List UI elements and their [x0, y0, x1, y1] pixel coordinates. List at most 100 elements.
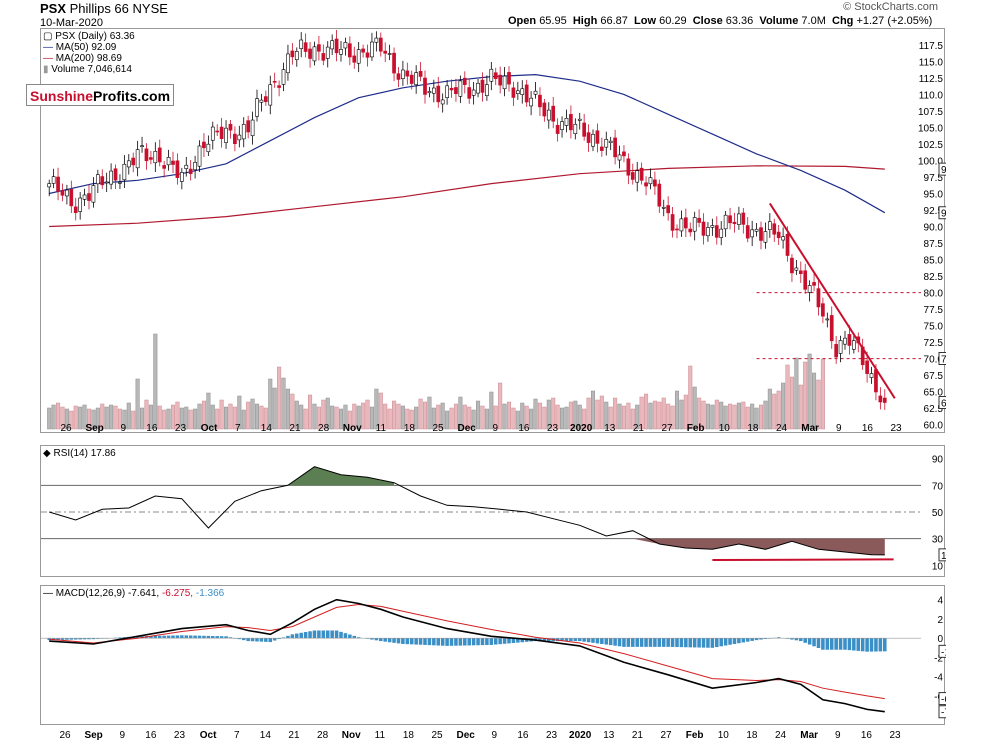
- macd-histogram-bar: [228, 637, 233, 639]
- volume-bar: [529, 408, 534, 430]
- open-label: Open: [508, 15, 537, 27]
- volume-bar: [772, 393, 777, 430]
- bottom-x-tick: 7: [234, 730, 240, 741]
- candle-body: [325, 46, 330, 59]
- price-axis-tick: 117.5: [919, 41, 944, 52]
- legend-volume-swatch: ▮: [43, 64, 52, 75]
- bottom-x-tick: Dec: [457, 730, 476, 741]
- candle-body: [471, 89, 476, 96]
- volume-bar: [758, 404, 764, 430]
- rsi-axis-tick: 30: [932, 535, 944, 546]
- macd-histogram-bar: [489, 638, 494, 645]
- candle-body: [184, 164, 189, 169]
- volume-bar: [493, 405, 498, 430]
- volume-bar: [816, 379, 821, 430]
- price-x-tick: 23: [547, 423, 559, 434]
- close-label: Close: [692, 15, 723, 27]
- macd-histogram-bar: [613, 638, 617, 646]
- volume-bar: [347, 410, 352, 430]
- macd-histogram-bar: [82, 638, 87, 640]
- candle-body: [577, 118, 582, 121]
- macd-histogram-bar: [463, 638, 467, 646]
- candle-body: [714, 225, 719, 238]
- bottom-x-tick: Nov: [342, 730, 361, 741]
- candle-body: [843, 337, 847, 345]
- volume-bar: [117, 408, 122, 430]
- macd-histogram-bar: [582, 638, 586, 642]
- volume-bar: [652, 400, 657, 430]
- candle-body: [785, 233, 790, 256]
- candle-body: [370, 41, 374, 58]
- candle-body: [149, 157, 153, 160]
- bottom-x-tick: Sep: [84, 730, 102, 741]
- candle-body: [374, 37, 379, 43]
- candle-body: [233, 133, 237, 145]
- volume-bar: [237, 395, 242, 430]
- volume-bar: [785, 364, 790, 430]
- price-axis-tick: 95.0: [924, 190, 944, 201]
- macd-histogram-bar: [409, 638, 414, 645]
- candle-body: [109, 170, 113, 185]
- candle-body: [599, 146, 604, 151]
- candle-body: [113, 168, 118, 181]
- volume-bar: [449, 407, 454, 430]
- macd-histogram-bar: [706, 638, 710, 648]
- macd-histogram-bar: [860, 638, 865, 652]
- volume-bar: [64, 408, 69, 430]
- price-x-tick: Dec: [458, 423, 477, 434]
- macd-histogram-bar: [387, 638, 392, 643]
- candle-body: [312, 46, 317, 62]
- macd-histogram-bar: [405, 638, 410, 645]
- candle-body: [692, 217, 697, 232]
- macd-axis-tick: -2: [934, 653, 943, 664]
- volume-bar: [56, 402, 61, 430]
- candle-body: [286, 53, 290, 74]
- candle-body: [745, 225, 750, 239]
- price-legend: ▢ PSX (Daily) 63.36 — MA(50) 92.09 — MA(…: [43, 31, 135, 75]
- macd-legend-signal: -6.275,: [161, 588, 194, 599]
- candle-body: [555, 124, 560, 134]
- volume-bar: [356, 405, 361, 430]
- candle-body: [396, 73, 401, 80]
- candle-body: [104, 181, 109, 184]
- rsi-legend: ◆ RSI(14) 17.86: [43, 448, 116, 459]
- candle-body: [171, 160, 175, 165]
- chart-header-title: PSX Phillips 66 NYSE: [40, 1, 168, 16]
- price-x-tick: 26: [60, 423, 72, 434]
- macd-histogram-bar: [445, 638, 449, 646]
- rsi-legend-swatch: ◆: [43, 448, 54, 459]
- volume-bar: [197, 403, 202, 430]
- macd-histogram-bar: [878, 638, 883, 652]
- macd-histogram-bar: [688, 638, 693, 648]
- macd-histogram-bar: [816, 638, 821, 649]
- volume-bar: [162, 409, 167, 430]
- candle-body: [763, 231, 768, 243]
- volume-bar: [254, 403, 260, 430]
- macd-histogram-bar: [281, 637, 286, 639]
- volume-bar: [78, 406, 83, 430]
- macd-histogram-bar: [171, 635, 175, 639]
- candle-body: [175, 160, 180, 178]
- price-axis-tick: 77.5: [924, 305, 944, 316]
- volume-bar: [546, 399, 551, 430]
- bottom-x-tick: 23: [889, 730, 901, 741]
- volume-bar: [215, 408, 220, 430]
- macd-histogram-bar: [670, 638, 675, 647]
- candle-body: [767, 221, 772, 230]
- volume-bar: [175, 401, 180, 430]
- candle-body: [427, 91, 432, 94]
- volume-bar: [480, 405, 485, 430]
- candle-body: [206, 143, 211, 153]
- candle-body: [303, 42, 308, 52]
- volume-bar: [392, 400, 397, 430]
- bottom-x-tick: 28: [317, 730, 329, 741]
- candle-body: [56, 176, 60, 192]
- macd-histogram-bar: [56, 638, 60, 640]
- macd-axis-tick: 2: [937, 615, 943, 626]
- macd-histogram-bar: [321, 630, 326, 639]
- logo-part1: Sunshine: [30, 88, 94, 104]
- candle-body: [308, 48, 312, 59]
- volume-bar: [798, 384, 803, 430]
- candle-body: [118, 182, 122, 184]
- candle-body: [851, 340, 856, 350]
